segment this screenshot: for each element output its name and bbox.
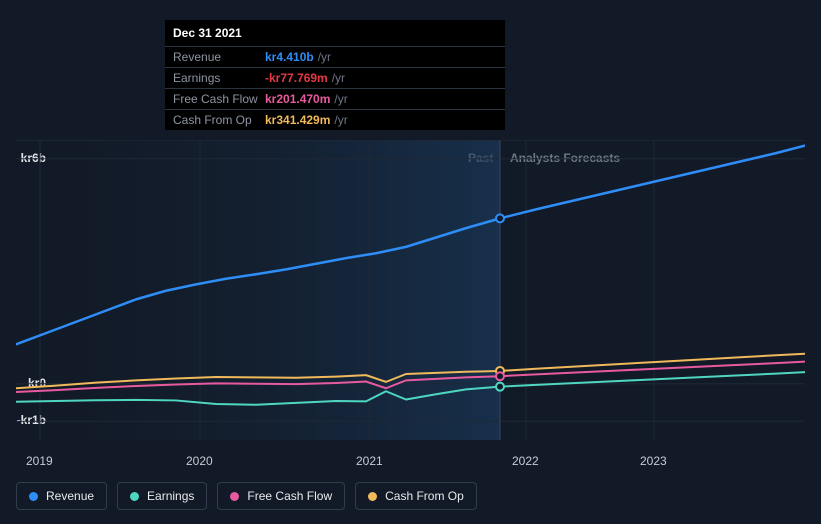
tooltip-metric-unit: /yr bbox=[318, 50, 331, 64]
tooltip-row: Cash From Opkr341.429m/yr bbox=[165, 110, 505, 130]
x-axis-tick-label: 2023 bbox=[640, 454, 667, 468]
legend-label: Earnings bbox=[147, 489, 194, 503]
tooltip-metric-label: Earnings bbox=[173, 71, 265, 85]
chart-tooltip: Dec 31 2021 Revenuekr4.410b/yrEarnings-k… bbox=[165, 20, 505, 130]
tooltip-metric-value: kr341.429m bbox=[265, 113, 330, 127]
tooltip-metric-unit: /yr bbox=[334, 92, 347, 106]
tooltip-metric-value: kr4.410b bbox=[265, 50, 314, 64]
tooltip-metric-label: Cash From Op bbox=[173, 113, 265, 127]
tooltip-metric-value: kr201.470m bbox=[265, 92, 330, 106]
legend-dot-icon bbox=[130, 492, 139, 501]
legend-item-free-cash-flow[interactable]: Free Cash Flow bbox=[217, 482, 345, 510]
x-axis-tick-label: 2020 bbox=[186, 454, 213, 468]
legend-label: Free Cash Flow bbox=[247, 489, 332, 503]
legend-item-earnings[interactable]: Earnings bbox=[117, 482, 207, 510]
x-axis-tick-label: 2021 bbox=[356, 454, 383, 468]
legend-item-cash-from-op[interactable]: Cash From Op bbox=[355, 482, 477, 510]
tooltip-row: Free Cash Flowkr201.470m/yr bbox=[165, 89, 505, 110]
legend-label: Cash From Op bbox=[385, 489, 464, 503]
tooltip-date: Dec 31 2021 bbox=[165, 20, 505, 47]
earnings-revenue-chart: kr6bkr0-kr1b Past Analysts Forecasts 201… bbox=[16, 118, 805, 468]
tooltip-row: Revenuekr4.410b/yr bbox=[165, 47, 505, 68]
tooltip-row: Earnings-kr77.769m/yr bbox=[165, 68, 505, 89]
tooltip-metric-unit: /yr bbox=[332, 71, 345, 85]
legend-dot-icon bbox=[230, 492, 239, 501]
legend-dot-icon bbox=[368, 492, 377, 501]
legend-dot-icon bbox=[29, 492, 38, 501]
chart-plot-area[interactable] bbox=[16, 140, 805, 440]
tooltip-metric-label: Free Cash Flow bbox=[173, 92, 265, 106]
x-axis-tick-label: 2019 bbox=[26, 454, 53, 468]
tooltip-metric-unit: /yr bbox=[334, 113, 347, 127]
chart-legend: Revenue Earnings Free Cash Flow Cash From O… bbox=[16, 482, 477, 510]
x-axis-tick-label: 2022 bbox=[512, 454, 539, 468]
tooltip-metric-value: -kr77.769m bbox=[265, 71, 328, 85]
legend-item-revenue[interactable]: Revenue bbox=[16, 482, 107, 510]
tooltip-metric-label: Revenue bbox=[173, 50, 265, 64]
legend-label: Revenue bbox=[46, 489, 94, 503]
